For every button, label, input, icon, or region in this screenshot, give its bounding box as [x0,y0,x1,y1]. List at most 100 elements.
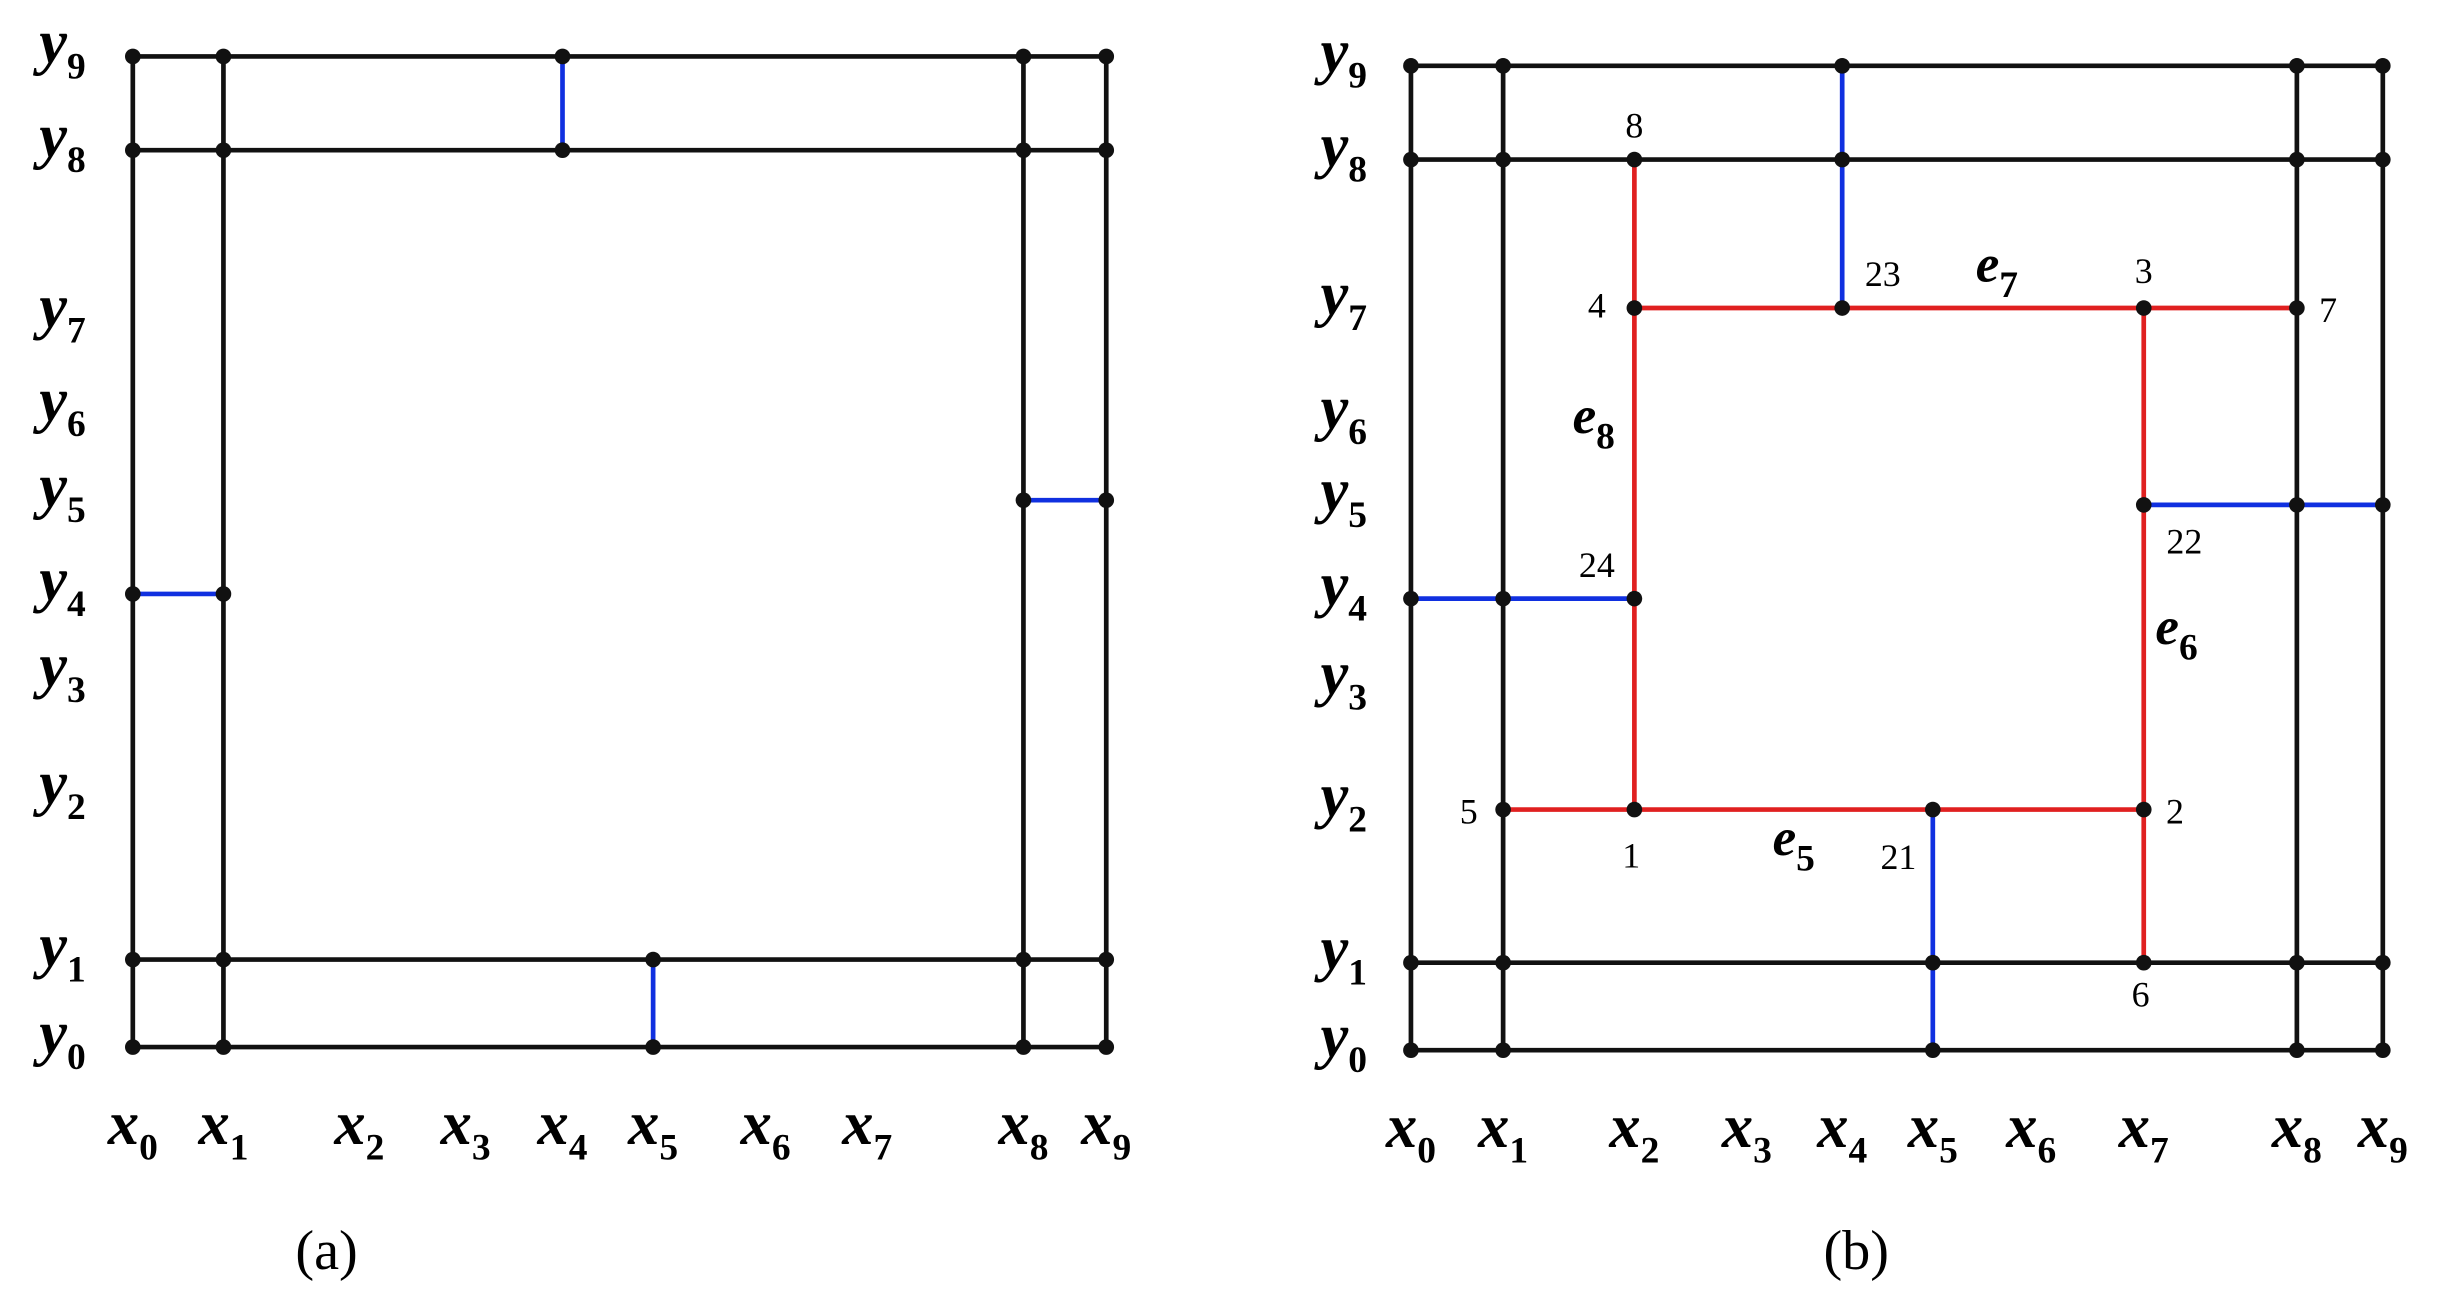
y-label: y6 [32,364,85,445]
y-label: y9 [1313,16,1367,97]
x-label: x3 [1721,1091,1772,1172]
vertex [215,142,232,158]
vertex [1098,142,1115,158]
vertex [2375,497,2391,513]
y-label-var: y [1313,372,1348,442]
y-label: y5 [32,450,85,531]
x-label-var: x [841,1088,873,1158]
vertex [1834,151,1850,168]
y-label-var: y [32,7,67,77]
y-label: y1 [32,910,85,991]
vertex [1925,1042,1941,1058]
node-label: 8 [1625,106,1643,146]
y-label: y8 [1313,110,1367,191]
node-label: 1 [1622,835,1640,875]
x-label-sub: 6 [772,1128,791,1169]
y-label-var: y [1313,760,1348,830]
vertex [1098,492,1115,508]
y-label-var: y [32,364,67,434]
y-label: y7 [1313,258,1367,339]
x-label: x6 [2005,1091,2056,1172]
vertex [2135,497,2152,513]
vertex [2135,300,2152,316]
x-label-sub: 8 [1030,1128,1049,1169]
y-label-sub: 8 [67,140,86,181]
y-label-var: y [1313,913,1348,983]
vertex [1403,58,1419,74]
x-label-var: x [2005,1091,2037,1161]
x-label-sub: 7 [2150,1131,2169,1172]
y-label-sub: 2 [67,787,86,828]
y-label: y0 [1313,1000,1367,1081]
y-label: y2 [32,747,85,828]
y-label-sub: 1 [67,949,86,990]
x-label: x0 [107,1088,158,1169]
x-label-var: x [997,1088,1029,1158]
x-label-var: x [1477,1091,1509,1161]
vertex [125,48,141,65]
vertex [1626,151,1643,168]
y-label-sub: 9 [1348,56,1367,97]
x-label-var: x [740,1088,772,1158]
x-label-sub: 9 [2389,1131,2408,1172]
x-label-sub: 2 [1641,1131,1660,1172]
y-label-sub: 4 [1348,589,1367,630]
x-label: x3 [440,1088,491,1169]
node-label: 22 [2166,521,2202,561]
edge-label-sub: 5 [1796,838,1815,879]
vertex [1403,590,1419,607]
node-label: 21 [1880,837,1916,877]
caption: (a) [295,1220,357,1282]
vertex [1098,48,1115,65]
vertex [554,142,571,158]
y-label-sub: 5 [67,490,86,531]
node-label: 2 [2166,792,2184,832]
vertex [2135,954,2152,971]
y-label-sub: 0 [1348,1040,1367,1081]
x-label: x8 [997,1088,1048,1169]
edge-label-var: e [2155,598,2179,656]
x-label-sub: 4 [1848,1131,1867,1172]
node-label: 5 [1460,792,1478,832]
node-label: 6 [2132,974,2150,1014]
x-label-sub: 4 [569,1128,588,1169]
edge-label: e6 [2155,598,2197,669]
y-label-sub: 6 [1348,412,1367,453]
vertex [125,142,141,158]
x-label: x1 [1477,1091,1528,1172]
vertex [2289,58,2305,74]
y-label-sub: 4 [67,584,86,625]
vertex [645,1039,661,1055]
x-label-var: x [197,1088,229,1158]
vertex [215,1039,232,1055]
x-label-var: x [2118,1091,2150,1161]
x-label-sub: 8 [2303,1131,2322,1172]
vertex [554,48,571,65]
x-label: x2 [333,1088,384,1169]
x-label: x5 [627,1088,678,1169]
vertex [1626,300,1643,316]
vertex [215,586,232,602]
x-label-var: x [1721,1091,1753,1161]
x-label: x1 [197,1088,248,1169]
x-label-var: x [1385,1091,1417,1161]
y-label-var: y [32,747,67,817]
vertex [2135,801,2152,818]
vertex [1495,801,1511,818]
y-label-var: y [1313,258,1348,328]
vertex [645,951,661,968]
caption: (b) [1823,1220,1889,1282]
x-label-var: x [1907,1091,1939,1161]
y-label: y9 [32,7,85,88]
y-label: y4 [32,544,86,625]
vertex [215,48,232,65]
vertex [1098,1039,1115,1055]
edge-label-sub: 6 [2179,628,2198,669]
y-label-sub: 3 [67,670,86,711]
x-label: x9 [1080,1088,1131,1169]
node-label: 24 [1579,545,1615,585]
x-label-sub: 3 [472,1128,491,1169]
vertex [125,951,141,968]
y-label: y5 [1313,455,1367,536]
x-label: x9 [2357,1091,2408,1172]
